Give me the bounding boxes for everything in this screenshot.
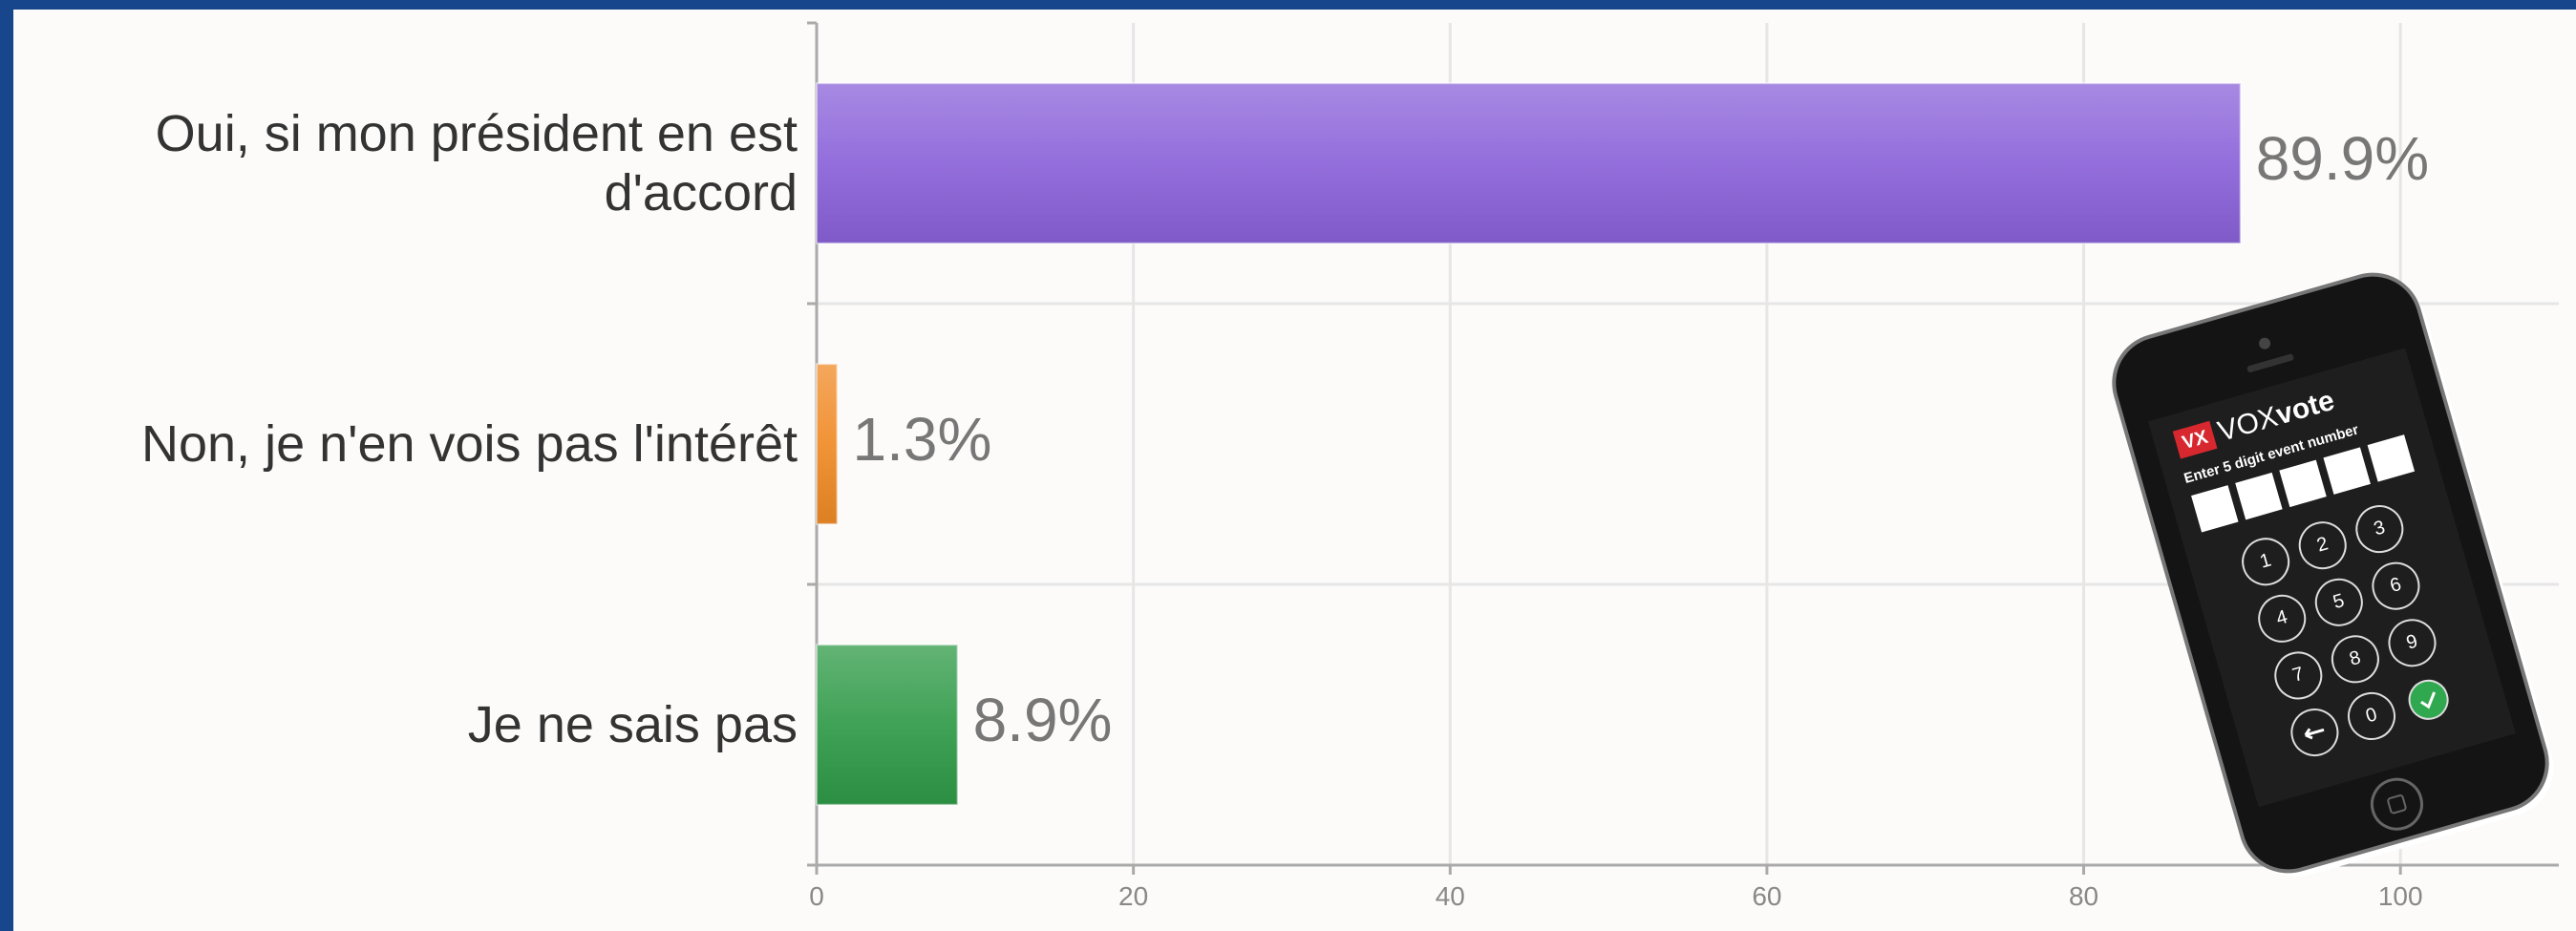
x-tick-label: 80 bbox=[2069, 881, 2098, 911]
bar-gloss bbox=[817, 83, 2241, 243]
x-tick-label: 0 bbox=[809, 881, 824, 911]
bar-gloss bbox=[817, 645, 958, 805]
value-label: 8.9% bbox=[973, 686, 1113, 754]
category-label: Je ne sais pas bbox=[14, 695, 798, 754]
x-tick-label: 60 bbox=[1752, 881, 1781, 911]
value-label: 89.9% bbox=[2256, 124, 2429, 193]
value-label: 1.3% bbox=[853, 405, 992, 474]
x-tick-label: 20 bbox=[1118, 881, 1148, 911]
x-tick-label: 40 bbox=[1436, 881, 1465, 911]
x-tick-label: 100 bbox=[2378, 881, 2423, 911]
phone-screen bbox=[2148, 348, 2516, 807]
category-label: Oui, si mon président en est d'accord bbox=[14, 104, 798, 222]
page: 0 20 40 60 80 100 89.9% 1.3% 8.9% VXVOXvoteEnter … bbox=[0, 0, 2576, 931]
category-label: Non, je n'en vois pas l'intérêt bbox=[14, 414, 798, 474]
bar-gloss bbox=[817, 364, 838, 524]
